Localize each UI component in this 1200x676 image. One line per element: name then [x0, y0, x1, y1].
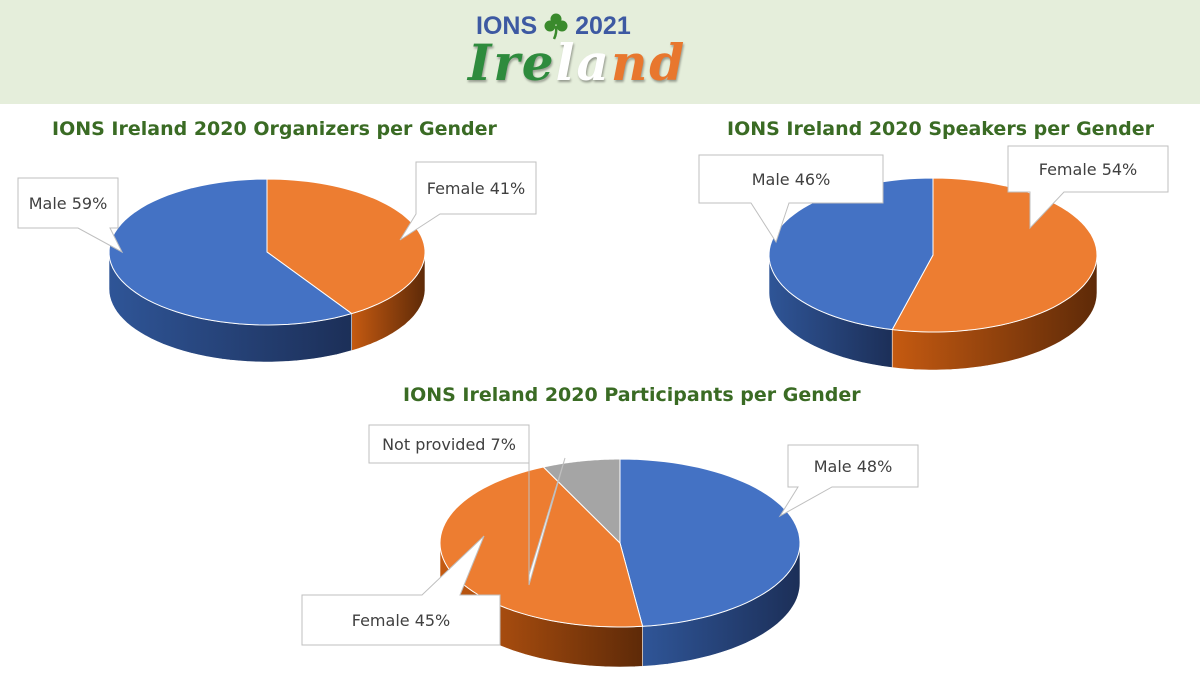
participants-pie: Male 48% Female 45% Not provided 7%	[301, 424, 919, 668]
logo-ireland-part-2: la	[555, 33, 611, 92]
participants-chart-title: IONS Ireland 2020 Participants per Gende…	[403, 384, 861, 406]
data-label-female: Female 41%	[399, 161, 537, 241]
pie-slice-male	[108, 178, 353, 326]
logo-ions-text: IONS	[476, 11, 538, 40]
logo-year-text: 2021	[575, 11, 631, 40]
organizers-chart-title: IONS Ireland 2020 Organizers per Gender	[52, 118, 497, 140]
data-label-text-female: Female 54%	[1039, 160, 1138, 179]
callout-box	[301, 535, 501, 646]
data-label-male: Male 46%	[698, 154, 884, 244]
data-label-male: Male 59%	[17, 177, 124, 254]
pie-slice-male	[619, 458, 801, 627]
pie-slice-female	[266, 178, 426, 315]
header-banner: IONS 2021 Ireland	[0, 0, 1200, 104]
logo-line-1: IONS 2021	[476, 8, 676, 44]
callout-box	[1007, 145, 1169, 230]
data-label-female: Female 45%	[301, 535, 501, 646]
organizers-pie: Female 41% Male 59%	[17, 161, 537, 363]
data-label-male: Male 48%	[778, 444, 919, 518]
shamrock-icon	[544, 13, 568, 40]
data-label-text-male: Male 46%	[752, 170, 831, 189]
data-label-female: Female 54%	[1007, 145, 1169, 230]
callout-box	[17, 177, 124, 254]
logo-ireland-part-1: Ire	[468, 33, 556, 92]
data-label-text-not_provided: Not provided 7%	[382, 435, 516, 454]
speakers-pie: Female 54% Male 46%	[698, 145, 1169, 371]
data-label-text-female: Female 45%	[352, 611, 451, 630]
pie-slice-not_provided	[542, 458, 621, 545]
speakers-chart-title: IONS Ireland 2020 Speakers per Gender	[727, 118, 1154, 140]
callout-box	[399, 161, 537, 241]
pie-slice-female	[439, 466, 644, 628]
data-label-text-male: Male 59%	[29, 194, 108, 213]
logo-ireland-part-3: nd	[610, 33, 687, 92]
data-label-text-male: Male 48%	[814, 457, 893, 476]
data-label-text-female: Female 41%	[427, 179, 526, 198]
logo-line-2: Ireland	[468, 30, 686, 96]
callout-box	[368, 424, 566, 586]
callout-box	[698, 154, 884, 244]
data-label-not_provided: Not provided 7%	[368, 424, 566, 586]
callout-box	[778, 444, 919, 518]
